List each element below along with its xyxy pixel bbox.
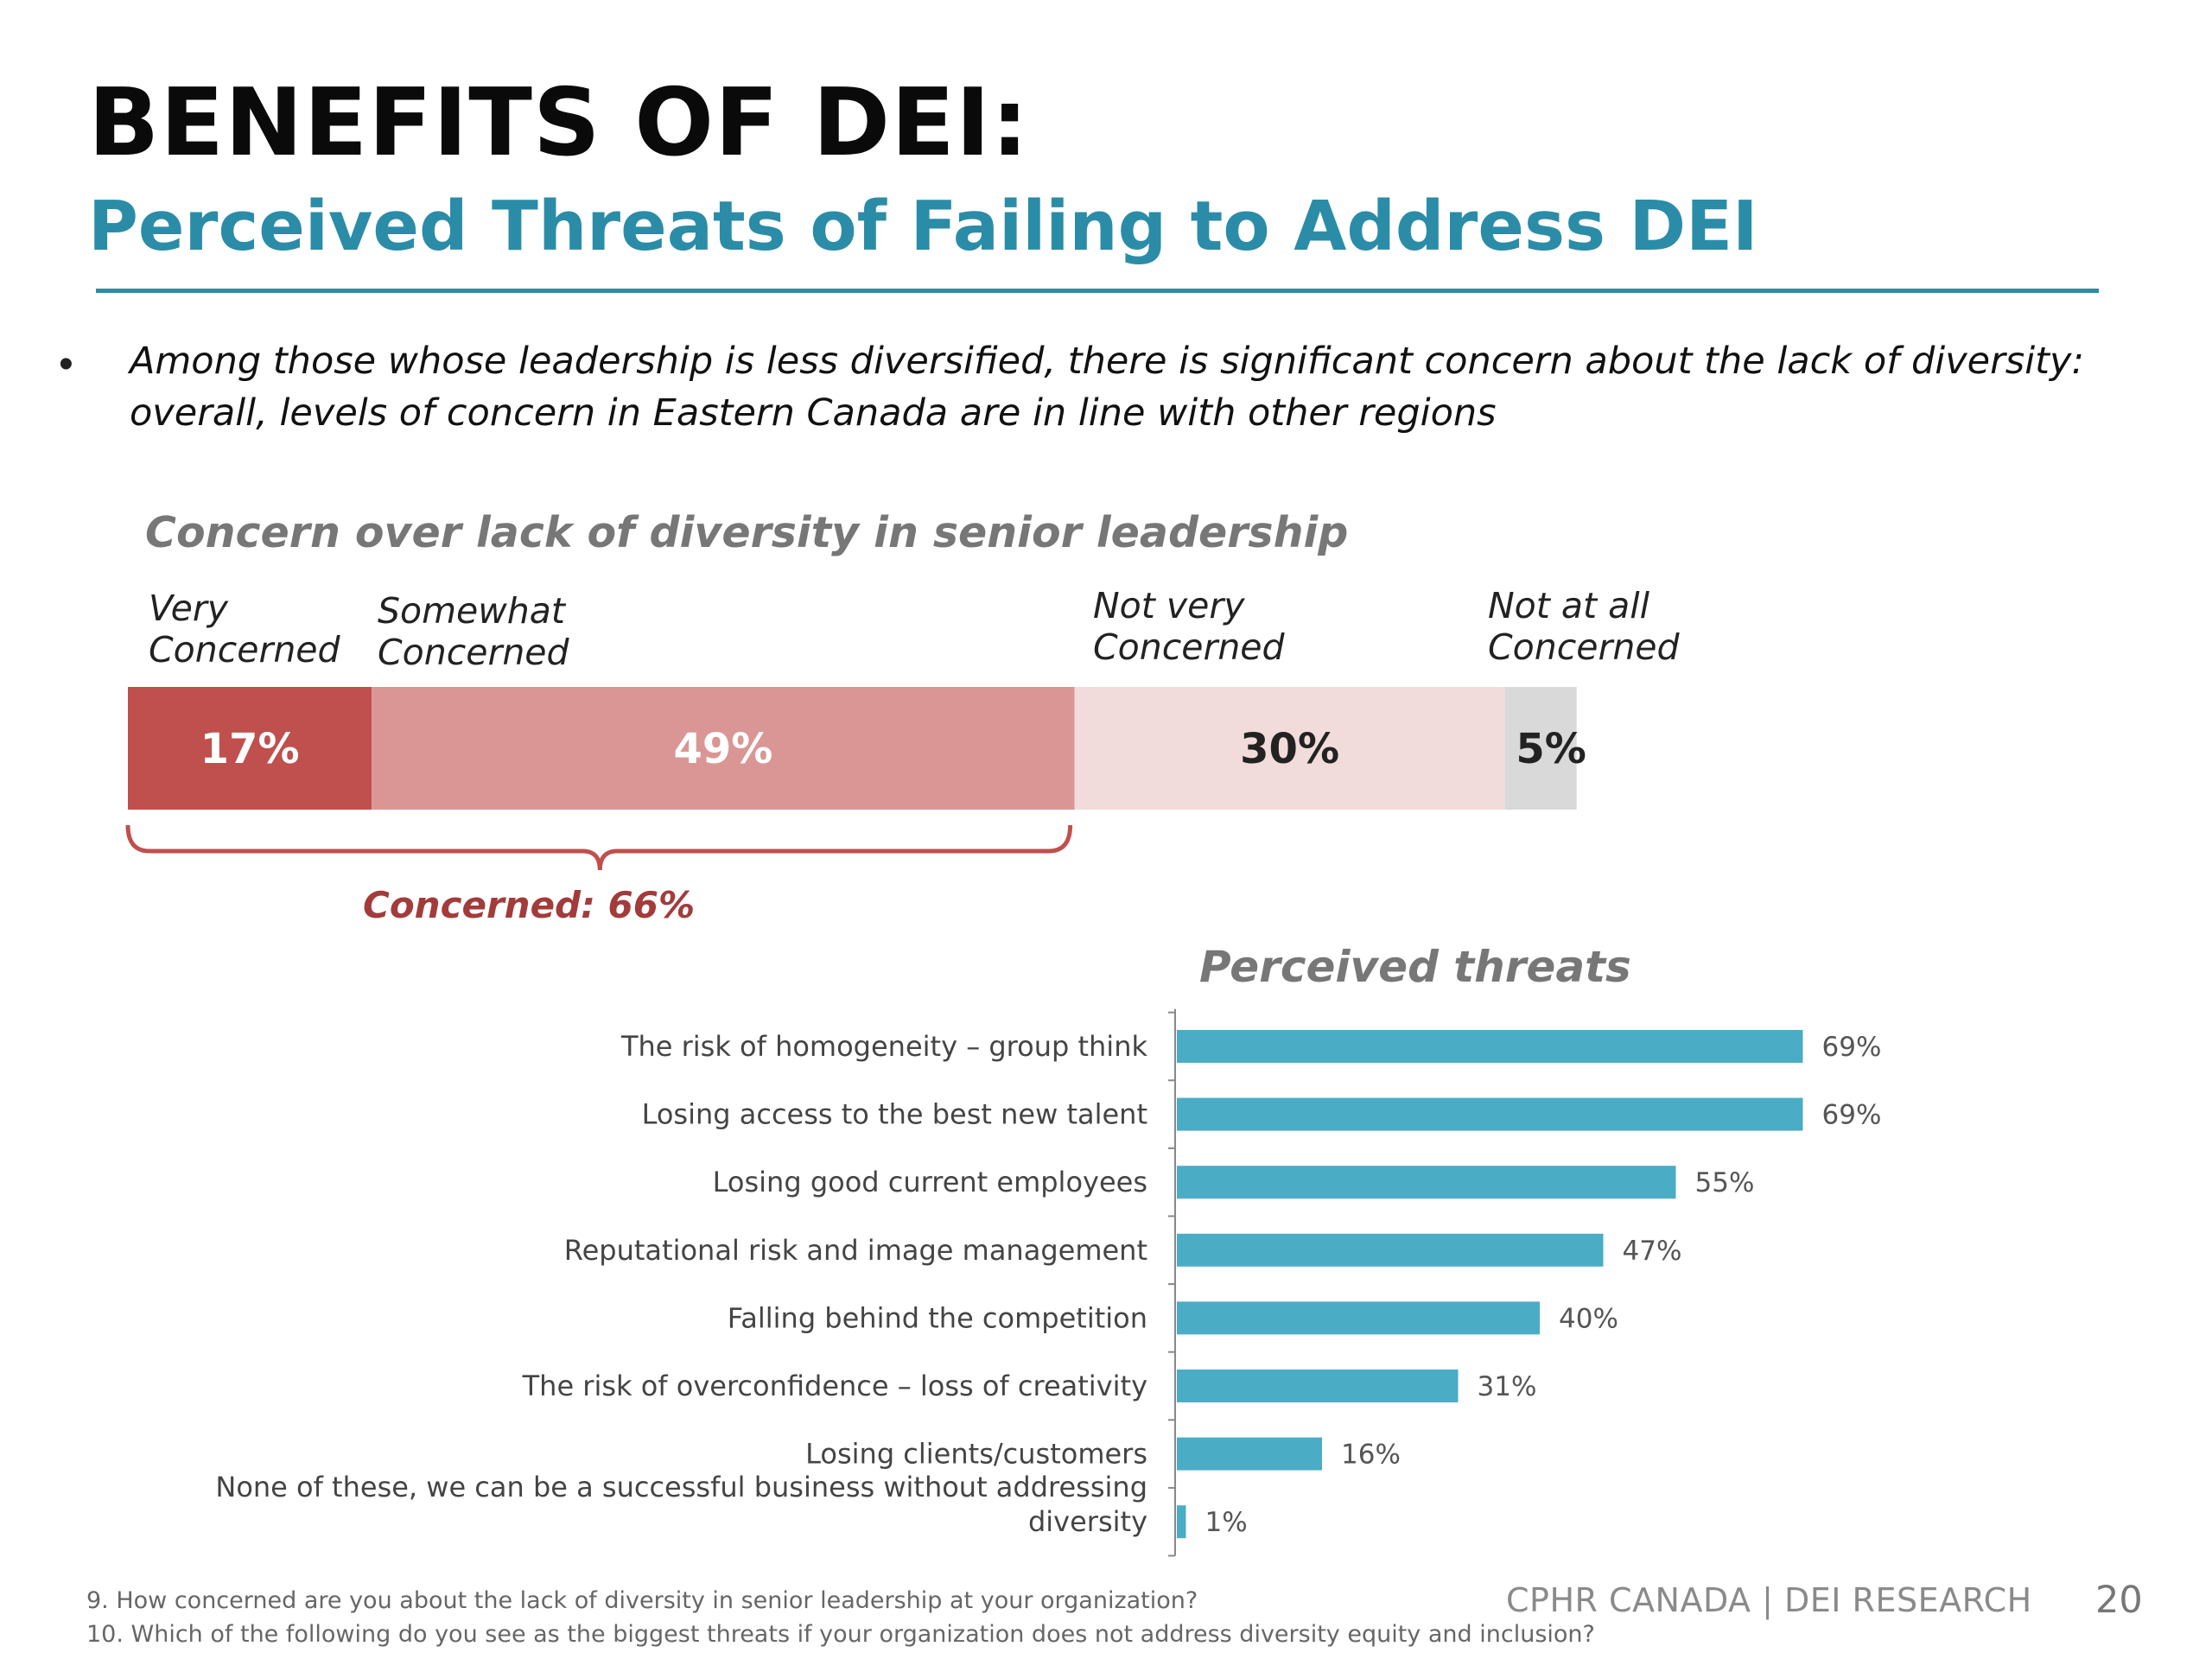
threat-7-category-label: Losing clients/customers <box>805 1438 1147 1471</box>
threat-8-value-label: 1% <box>1205 1507 1248 1538</box>
threat-3-value-label: 55% <box>1695 1167 1755 1198</box>
footnote-question-10: 10. Which of the following do you see as… <box>86 1621 1595 1648</box>
segment-not-at-all-concerned <box>1504 687 1577 810</box>
threat-7-value-label: 16% <box>1341 1440 1401 1471</box>
threat-8-category-label: None of these, we can be a successful bu… <box>215 1471 1147 1538</box>
threat-5-bar <box>1177 1301 1540 1335</box>
threat-5-category-label: Falling behind the competition <box>728 1301 1147 1334</box>
threat-8-bar <box>1177 1505 1186 1539</box>
threat-6-bar <box>1177 1370 1459 1402</box>
segment-very-concerned <box>128 687 372 810</box>
threat-1-value-label: 69% <box>1822 1032 1882 1063</box>
threat-6-category-label: The risk of overconfidence – loss of cre… <box>522 1370 1147 1402</box>
segment-label-somewhat-concerned: 49% <box>673 725 772 773</box>
threat-4-category-label: Reputational risk and image management <box>564 1234 1147 1267</box>
legend-label-not-at-all-concerned: Not at all Concerned <box>1488 585 1680 668</box>
stacked-chart-title: Concern over lack of diversity in senior… <box>145 508 1349 557</box>
threat-2-category-label: Losing access to the best new talent <box>642 1098 1147 1131</box>
threat-4-bar <box>1177 1233 1604 1267</box>
threat-3-category-label: Losing good current employees <box>713 1166 1147 1198</box>
segment-label-not-very-concerned: 30% <box>1240 725 1339 773</box>
threats-chart-title: Perceived threats <box>1199 942 1631 992</box>
legend-label-somewhat-concerned: Somewhat Concerned <box>378 590 569 673</box>
title-divider <box>96 289 2099 293</box>
slide-title: BENEFITS OF DEI: <box>88 69 1030 177</box>
stacked-bar-chart: 17% 49% 30% 5% <box>125 687 1586 871</box>
bullet-marker: • <box>59 341 73 387</box>
segment-somewhat-concerned <box>372 687 1075 810</box>
slide-subtitle: Perceived Threats of Failing to Address … <box>88 187 1758 266</box>
bullet-text: Among those whose leadership is less div… <box>130 340 2084 435</box>
concerned-brace <box>125 824 1073 871</box>
segment-label-very-concerned: 17% <box>200 725 300 773</box>
threat-7-bar <box>1177 1437 1322 1471</box>
threat-4-value-label: 47% <box>1623 1236 1682 1267</box>
concerned-annotation: Concerned: 66% <box>363 884 696 926</box>
threat-5-value-label: 40% <box>1559 1303 1618 1334</box>
threats-bar-chart: 69% The risk of homogeneity – group think… <box>215 1008 1882 1557</box>
threat-2-value-label: 69% <box>1822 1100 1882 1131</box>
segment-label-not-at-all-concerned: 5% <box>1516 725 1586 773</box>
brand-footer: CPHR CANADA | DEI RESEARCH <box>1506 1581 2032 1619</box>
legend-label-not-very-concerned: Not very Concerned <box>1093 585 1285 668</box>
threat-1-category-label: The risk of homogeneity – group think <box>620 1030 1148 1063</box>
threat-2-bar <box>1177 1097 1803 1131</box>
threat-1-bar <box>1177 1030 1803 1063</box>
footnote-question-9: 9. How concerned are you about the lack … <box>86 1587 1198 1614</box>
page-number: 20 <box>2095 1579 2143 1622</box>
legend-label-very-concerned: Very Concerned <box>149 588 340 671</box>
threat-6-value-label: 31% <box>1478 1371 1537 1402</box>
segment-not-very-concerned <box>1074 687 1505 810</box>
threat-3-bar <box>1177 1166 1676 1199</box>
